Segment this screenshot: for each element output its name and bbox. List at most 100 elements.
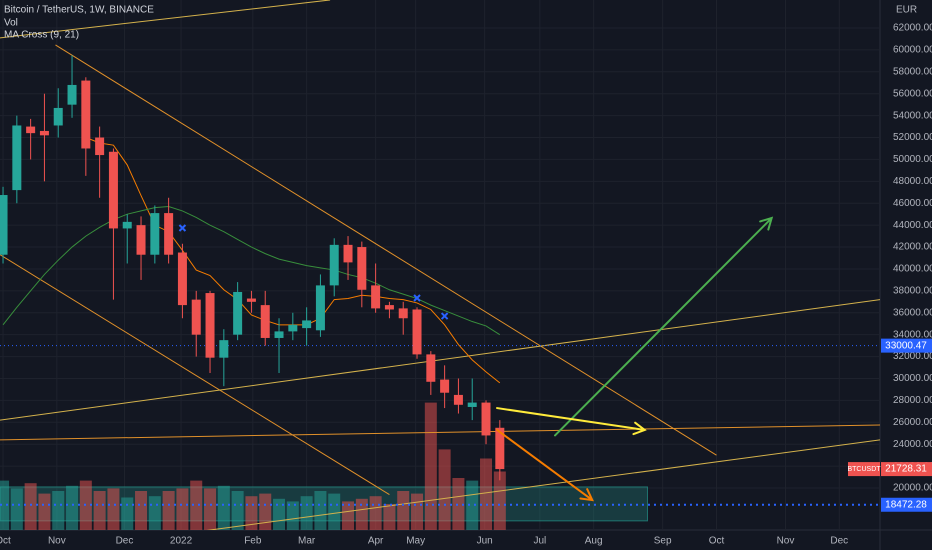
volume-bar xyxy=(135,491,148,530)
candle-body xyxy=(357,247,367,290)
y-tick-label: 40000.00 xyxy=(893,264,932,275)
chart-title: Bitcoin / TetherUS, 1W, BINANCE xyxy=(4,5,154,16)
y-tick-label: 26000.00 xyxy=(893,417,932,428)
y-tick-label: 30000.00 xyxy=(893,373,932,384)
trend-line xyxy=(0,424,880,441)
volume-bar xyxy=(314,491,327,530)
candle-body xyxy=(233,291,243,335)
candle-body xyxy=(453,394,463,405)
candle-body xyxy=(67,84,77,105)
candle-body xyxy=(53,107,63,126)
candle-body xyxy=(191,299,201,335)
overlay: 20000.0022000.0024000.0026000.0028000.00… xyxy=(0,5,932,547)
volume-bar xyxy=(466,480,479,530)
y-tick-label: 38000.00 xyxy=(893,286,932,297)
ma-cross xyxy=(178,224,187,232)
y-tick-label: 52000.00 xyxy=(893,132,932,143)
candle-body xyxy=(481,402,491,436)
trend-line xyxy=(0,0,331,39)
volume-bar xyxy=(273,498,286,530)
volume-bar xyxy=(148,496,161,530)
x-tick-label: Oct xyxy=(709,536,725,547)
candle-body xyxy=(164,213,174,255)
volume-bar xyxy=(355,498,368,530)
volume-bar xyxy=(328,493,341,530)
y-tick-label: 60000.00 xyxy=(893,45,932,56)
last-price-box xyxy=(881,462,932,477)
volume-bar xyxy=(217,485,230,530)
currency-label: EUR xyxy=(896,5,917,16)
candle-body xyxy=(260,305,270,338)
candle-body xyxy=(440,379,450,393)
candle-body xyxy=(219,340,229,358)
volume-bar xyxy=(383,504,396,530)
y-tick-label: 62000.00 xyxy=(893,23,932,34)
ma-cross xyxy=(413,294,421,302)
volume-bar xyxy=(93,491,106,530)
price-label-box xyxy=(881,338,932,353)
candle-body xyxy=(329,244,339,286)
volume-bar xyxy=(38,493,51,530)
volume-bar xyxy=(300,496,313,530)
y-tick-label: 20000.00 xyxy=(893,483,932,494)
volume-bar xyxy=(424,402,437,530)
candle-body xyxy=(246,298,256,302)
x-tick-label: Oct xyxy=(0,536,11,547)
trend-line xyxy=(0,299,880,421)
trend-line xyxy=(55,44,717,456)
x-tick-label: Apr xyxy=(368,536,384,547)
volume-bar xyxy=(286,501,299,530)
trend-line xyxy=(206,439,880,530)
candle-body xyxy=(288,324,298,332)
volume-bar xyxy=(10,488,23,530)
ma-cross xyxy=(440,312,449,320)
y-tick-label: 32000.00 xyxy=(893,351,932,362)
candle-body xyxy=(384,305,394,310)
candle-body xyxy=(467,402,477,407)
x-tick-label: 2022 xyxy=(170,536,193,547)
volume-bar xyxy=(480,458,493,530)
candle-body xyxy=(315,285,325,331)
price-label: 18472.28 xyxy=(885,499,927,510)
volume-bar xyxy=(397,491,410,530)
plot-area xyxy=(0,0,880,530)
y-tick-label: 48000.00 xyxy=(893,176,932,187)
candle-body xyxy=(205,293,215,358)
trend-line xyxy=(0,254,390,496)
last-price-label: 21728.31 xyxy=(885,464,927,475)
volume-bar xyxy=(452,478,465,530)
arrow xyxy=(554,216,774,437)
indicator-label: MA Cross (9, 21) xyxy=(4,30,79,41)
volume-bar xyxy=(107,488,120,530)
x-tick-label: Nov xyxy=(48,536,66,547)
candle-body xyxy=(426,354,436,382)
volume-bar xyxy=(493,471,506,530)
candle-body xyxy=(81,80,91,149)
price-label-box xyxy=(881,497,932,512)
volume-bar xyxy=(162,491,175,530)
x-tick-label: Jun xyxy=(477,536,493,547)
candle-body xyxy=(302,320,312,329)
candle-body xyxy=(108,151,118,229)
x-tick-label: Sep xyxy=(654,536,672,547)
x-tick-label: Mar xyxy=(298,536,316,547)
y-tick-label: 24000.00 xyxy=(893,439,932,450)
y-tick-label: 44000.00 xyxy=(893,220,932,231)
y-tick-label: 34000.00 xyxy=(893,329,932,340)
x-tick-label: Feb xyxy=(244,536,262,547)
volume-bar xyxy=(0,480,10,530)
indicator-label: Vol xyxy=(4,18,18,29)
arrow xyxy=(496,407,647,436)
candle-body xyxy=(95,137,105,156)
symbol-label: BTCUSDT xyxy=(847,466,881,473)
volume-bar xyxy=(245,496,258,530)
arrow xyxy=(496,428,594,502)
volume-bar xyxy=(369,496,382,530)
candle-body xyxy=(177,252,187,306)
y-tick-label: 42000.00 xyxy=(893,242,932,253)
x-tick-label: Jul xyxy=(533,536,546,547)
candle-body xyxy=(274,331,284,338)
candle-body xyxy=(150,213,160,255)
